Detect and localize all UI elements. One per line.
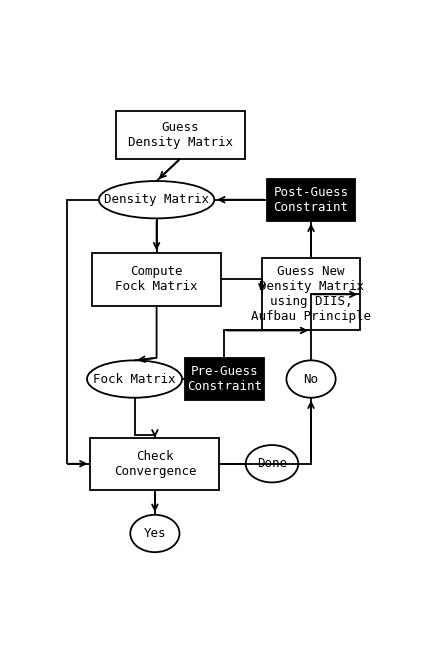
Text: Post-Guess
Constraint: Post-Guess Constraint (274, 186, 349, 214)
FancyBboxPatch shape (267, 179, 355, 221)
FancyBboxPatch shape (116, 111, 245, 159)
Ellipse shape (130, 515, 180, 552)
Text: Guess New
Density Matrix
using DIIS,
Aufbau Principle: Guess New Density Matrix using DIIS, Auf… (251, 265, 371, 324)
Ellipse shape (246, 445, 298, 483)
Text: Compute
Fock Matrix: Compute Fock Matrix (115, 265, 198, 293)
Ellipse shape (286, 360, 336, 398)
Text: Fock Matrix: Fock Matrix (93, 373, 176, 386)
Text: Guess
Density Matrix: Guess Density Matrix (128, 121, 233, 149)
Text: Pre-Guess
Constraint: Pre-Guess Constraint (187, 365, 262, 393)
FancyBboxPatch shape (185, 358, 264, 400)
Text: Yes: Yes (144, 527, 166, 540)
FancyBboxPatch shape (92, 253, 221, 305)
FancyBboxPatch shape (262, 258, 360, 331)
Ellipse shape (87, 360, 182, 398)
Text: No: No (304, 373, 318, 386)
FancyBboxPatch shape (90, 437, 219, 490)
Text: Check
Convergence: Check Convergence (113, 450, 196, 477)
Ellipse shape (99, 181, 214, 219)
Text: Density Matrix: Density Matrix (104, 193, 209, 206)
Text: Done: Done (257, 457, 287, 470)
